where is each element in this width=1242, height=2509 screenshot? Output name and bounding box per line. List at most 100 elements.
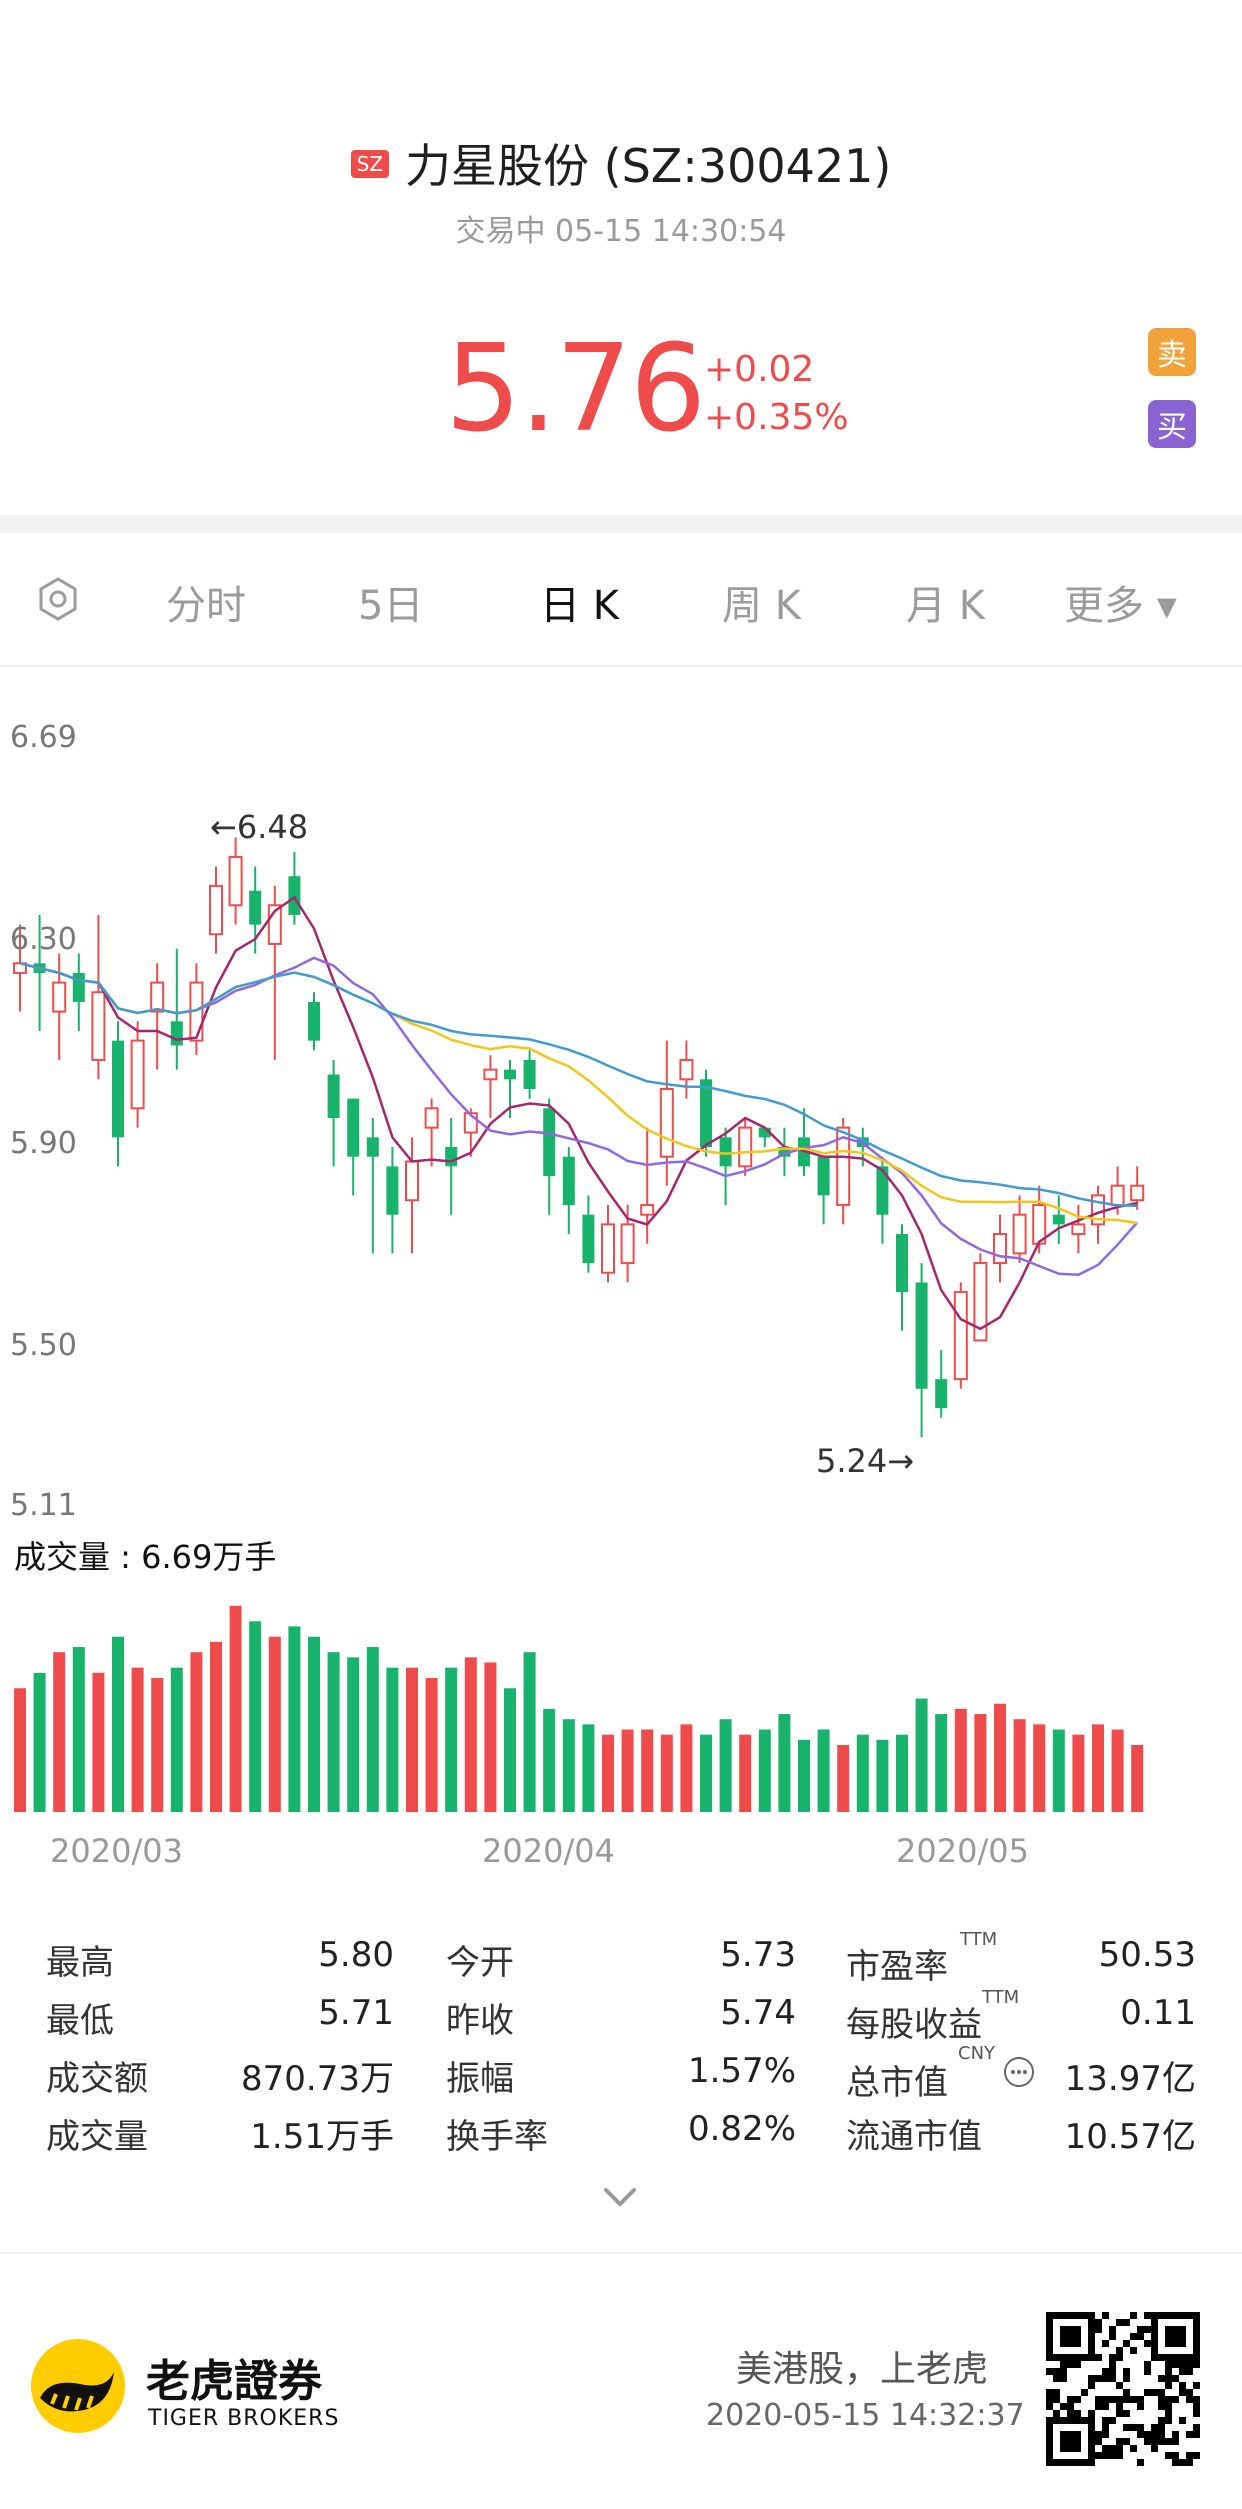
tab-weekly-k[interactable]: 周 K (722, 583, 801, 629)
expand-chevron-icon[interactable] (600, 2182, 640, 2212)
candle-body (130, 1039, 145, 1110)
volume-bar (896, 1734, 908, 1812)
tab-more[interactable]: 更多 ▾ (1064, 583, 1177, 629)
candles (13, 837, 1145, 1438)
stat-value: 5.74 (720, 1993, 796, 2033)
more-info-icon[interactable] (1002, 2055, 1036, 2089)
volume-bar (131, 1667, 144, 1812)
slogan: 美港股，上老虎 (736, 2349, 989, 2390)
candle-body (601, 1223, 615, 1274)
candle-body (112, 1040, 124, 1138)
volume-bar (504, 1688, 516, 1812)
volume-bar (1033, 1724, 1046, 1812)
stat-value: 870.73万 (241, 2059, 394, 2099)
tab-monthly-k[interactable]: 月 K (906, 583, 985, 629)
stat-value: 50.53 (1098, 1935, 1196, 1975)
exchange-badge: SZ (350, 149, 390, 178)
volume-bar (680, 1724, 693, 1812)
tab-intraday[interactable]: 分时 (166, 583, 246, 629)
sell-icon[interactable]: 卖 (1148, 328, 1196, 376)
candle-body (483, 1068, 498, 1081)
volume-bar (974, 1714, 987, 1812)
candle-body (249, 890, 262, 925)
volume-bar (778, 1714, 791, 1812)
stat-value: 13.97亿 (1064, 2059, 1196, 2099)
volume-bar (484, 1662, 497, 1812)
stat-label: 最高 (46, 1943, 114, 1983)
share-timestamp: 2020-05-15 14:32:37 (706, 2398, 1025, 2433)
candle-body (366, 1137, 379, 1157)
candle-body (817, 1156, 830, 1196)
last-price: 5.76 (445, 320, 706, 459)
stat-label: 成交量 (46, 2117, 148, 2157)
volume-bar (856, 1734, 869, 1812)
stock-title: SZ 力星股份 (SZ:300421) (0, 130, 1242, 196)
candle-body (582, 1214, 595, 1264)
candle-body (620, 1223, 635, 1265)
volume-bar (366, 1647, 379, 1812)
volume-bar (798, 1739, 810, 1812)
moving-average-lines (19, 895, 1139, 1331)
volume-bar (994, 1703, 1006, 1812)
volume-bar (92, 1672, 105, 1812)
candle-body (738, 1126, 753, 1168)
settings-icon[interactable] (36, 577, 80, 621)
ma-line (19, 962, 1138, 1207)
candle-body (778, 1147, 791, 1157)
candle-body (659, 1087, 674, 1158)
volume-bar (719, 1719, 732, 1812)
volume-bar (837, 1744, 850, 1812)
candle-body (424, 1107, 439, 1129)
stat-label: 今开 (446, 1943, 514, 1983)
price-change: +0.02 +0.35% (704, 346, 849, 442)
high-marker: ←6.48 (210, 808, 309, 846)
volume-bar (758, 1729, 771, 1812)
volume-bar (14, 1688, 26, 1812)
volume-bar (700, 1734, 712, 1812)
candle-body (228, 855, 243, 907)
stat-value: 5.73 (720, 1935, 796, 1975)
candle-body (1110, 1184, 1125, 1207)
candle-body (445, 1147, 458, 1167)
volume-bar (523, 1652, 536, 1812)
volume-bar (464, 1657, 477, 1812)
volume-bar (935, 1714, 948, 1812)
candlestick-chart[interactable] (0, 700, 1242, 1880)
stat-value: 5.71 (318, 1993, 394, 2033)
period-tabbar: 分时 5日 日 K 周 K 月 K 更多 ▾ (0, 533, 1242, 667)
volume-bar (249, 1621, 262, 1812)
buy-icon[interactable]: 买 (1148, 400, 1196, 448)
tab-5day[interactable]: 5日 (358, 583, 424, 629)
section-divider (0, 515, 1242, 533)
candle-body (543, 1108, 556, 1177)
candle-body (523, 1059, 536, 1089)
tab-daily-k[interactable]: 日 K (540, 583, 619, 629)
volume-bar (229, 1605, 242, 1812)
volume-bar (268, 1636, 281, 1812)
volume-bar (347, 1657, 360, 1812)
candle-body (876, 1166, 889, 1215)
volume-bar (621, 1729, 634, 1812)
candle-body (719, 1137, 732, 1167)
y-tick-label: 5.90 (10, 1126, 77, 1161)
y-tick-label: 6.69 (10, 720, 77, 755)
brand-name-en: TIGER BROKERS (148, 2406, 340, 2431)
volume-bar (112, 1636, 124, 1812)
candle-body (935, 1379, 948, 1409)
volume-bar (1131, 1744, 1144, 1812)
volume-bar (53, 1652, 66, 1812)
volume-bar (386, 1667, 399, 1812)
ma-line (19, 956, 1139, 1276)
volume-bar (1052, 1729, 1065, 1812)
volume-bar (641, 1729, 654, 1812)
change-value: +0.02 (704, 349, 815, 390)
stat-sup: TTM (960, 1929, 998, 1950)
candle-body (288, 876, 301, 915)
volume-bar (1072, 1734, 1085, 1812)
candle-body (72, 972, 85, 1002)
month-label: 2020/04 (482, 1832, 615, 1870)
candle-body (562, 1156, 575, 1206)
candle-body (1052, 1214, 1065, 1225)
candle-body (679, 1058, 694, 1081)
candle-body (209, 884, 223, 936)
